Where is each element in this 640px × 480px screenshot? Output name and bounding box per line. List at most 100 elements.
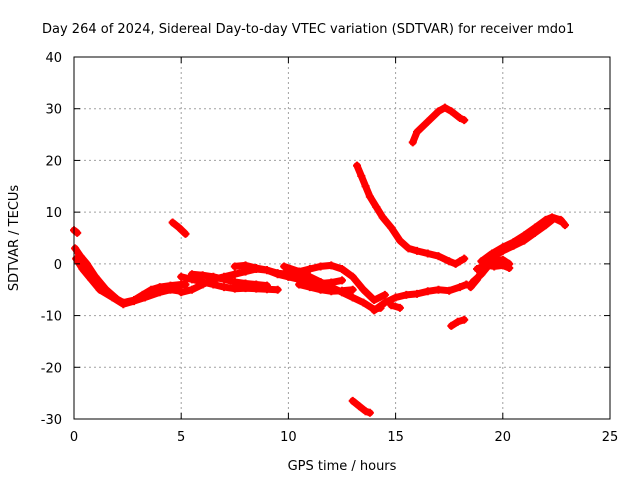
data-point-marker [556, 215, 565, 224]
data-point-marker [387, 301, 396, 310]
series-trace-early-lower [72, 254, 186, 309]
data-point-marker [108, 293, 117, 302]
series-trace-peak [408, 103, 469, 147]
grid-lines [74, 57, 610, 419]
data-point-marker [273, 269, 282, 278]
y-tick-label: 10 [45, 206, 62, 221]
data-point-marker [348, 396, 357, 405]
y-tick-label: -10 [41, 310, 62, 325]
series-trace-mid-c [187, 270, 271, 290]
data-point-marker [413, 246, 422, 255]
data-point-marker [252, 263, 261, 272]
data-point-marker [198, 271, 207, 280]
series-trace-descending [353, 161, 469, 268]
series-trace-18h-low [447, 315, 469, 330]
data-point-marker [262, 266, 271, 275]
data-point-marker [241, 279, 250, 288]
data-point-marker [273, 285, 282, 294]
data-point-marker [87, 275, 96, 284]
data-point-marker [338, 265, 346, 274]
data-point-marker [177, 272, 186, 281]
data-point-marker [520, 231, 529, 240]
data-point-marker [460, 315, 469, 324]
data-point-marker [413, 127, 422, 136]
y-tick-label: -30 [41, 413, 62, 428]
y-tick-label: -20 [41, 361, 62, 376]
x-tick-label: 5 [177, 430, 185, 445]
data-point-marker [181, 229, 190, 238]
data-point-marker [305, 272, 314, 281]
series-trace-noon-c [295, 280, 357, 296]
data-point-marker [404, 244, 413, 253]
data-point-marker [348, 293, 357, 302]
x-tick-label: 25 [602, 430, 619, 445]
data-point-marker [295, 280, 304, 289]
data-point-marker [481, 260, 490, 269]
data-point-marker [530, 223, 539, 232]
data-point-marker [130, 297, 139, 306]
data-point-marker [280, 262, 289, 271]
data-point-marker [78, 265, 87, 274]
chart-title: Day 264 of 2024, Sidereal Day-to-day VTE… [42, 22, 574, 37]
data-point-marker [338, 276, 346, 285]
data-point-marker [359, 298, 368, 307]
data-point-marker [316, 262, 325, 271]
data-point-marker [455, 283, 464, 292]
x-tick-label: 0 [70, 430, 78, 445]
data-point-marker [498, 261, 507, 270]
data-point-marker [505, 263, 514, 272]
data-point-marker [175, 223, 184, 232]
data-point-marker [82, 259, 91, 268]
data-point-marker [230, 284, 239, 293]
data-point-marker [395, 303, 404, 312]
data-point-marker [284, 272, 293, 281]
data-point-marker [252, 280, 261, 289]
data-point-marker [181, 280, 190, 289]
trace-line [284, 261, 389, 304]
data-point-marker [230, 262, 239, 271]
trace-line [477, 213, 569, 265]
data-point-marker [408, 138, 417, 147]
data-point-marker [434, 107, 443, 116]
data-point-marker [451, 259, 460, 268]
data-point-marker [455, 114, 464, 123]
y-tick-label: 40 [45, 51, 62, 66]
data-point-marker [560, 221, 569, 230]
data-point-marker [187, 285, 196, 294]
data-point-marker [380, 298, 389, 307]
data-point-marker [355, 402, 364, 411]
x-tick-label: 10 [280, 430, 297, 445]
data-point-marker [378, 213, 387, 222]
axis-ticks [73, 56, 611, 420]
series-trace-start-point [70, 226, 82, 237]
data-point-marker [460, 254, 469, 263]
data-point-marker [168, 218, 177, 227]
data-point-marker [361, 182, 370, 191]
series-trace-late-night [348, 396, 374, 417]
series-trace-afternoon-low [370, 280, 471, 315]
data-point-marker [548, 213, 557, 222]
data-point-marker [541, 215, 550, 224]
data-point-marker [348, 285, 357, 294]
data-point-marker [380, 290, 389, 299]
data-point-marker [166, 285, 175, 294]
data-point-marker [209, 272, 218, 281]
data-point-marker [305, 283, 314, 292]
data-point-marker [423, 117, 432, 126]
data-point-marker [295, 267, 304, 276]
data-point-marker [73, 228, 82, 237]
data-point-marker [140, 293, 149, 302]
data-point-marker [327, 261, 336, 270]
trace-line [409, 104, 468, 146]
data-point-marker [316, 277, 325, 286]
data-point-marker [473, 265, 482, 274]
x-tick-label: 20 [495, 430, 512, 445]
data-point-marker [402, 290, 411, 299]
data-point-marker [391, 293, 400, 302]
data-point-marker [305, 265, 314, 274]
data-point-marker [316, 285, 325, 294]
y-tick-label: 20 [45, 154, 62, 169]
data-point-marker [230, 277, 239, 286]
data-point-marker [72, 254, 81, 263]
data-point-marker [477, 270, 486, 279]
